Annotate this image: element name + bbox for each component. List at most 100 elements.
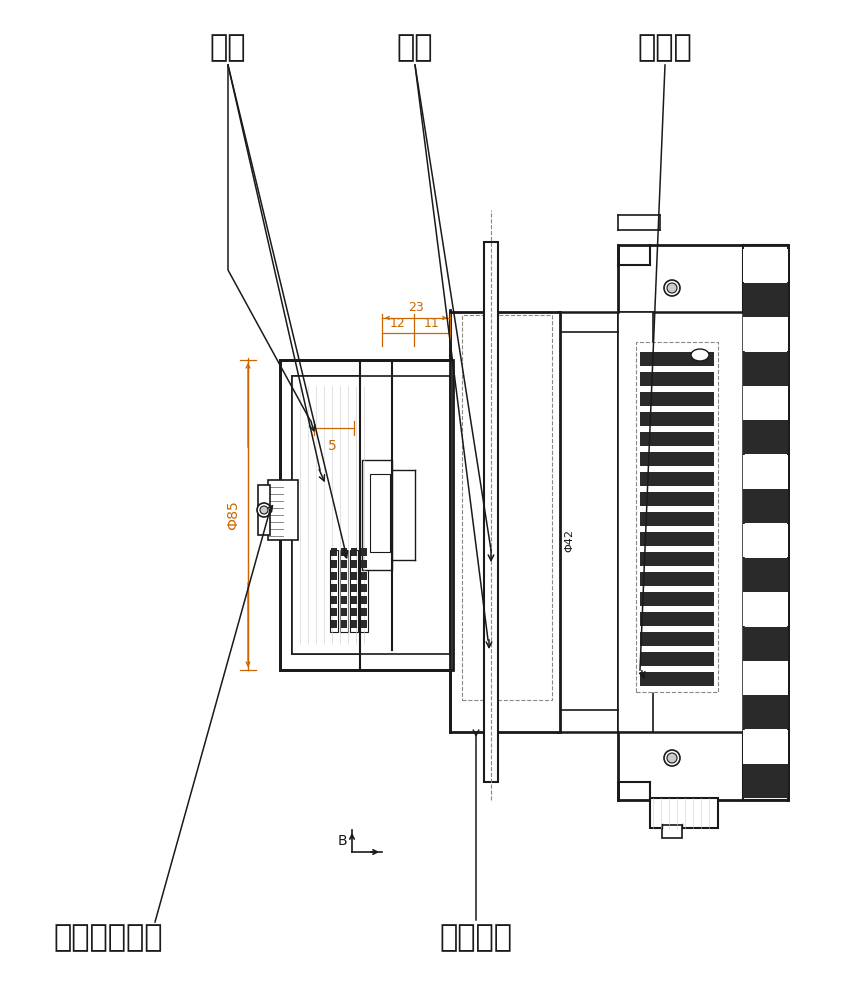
Bar — [661, 825, 681, 838]
Bar — [742, 695, 787, 729]
Bar — [341, 560, 347, 568]
Text: 11: 11 — [424, 317, 440, 330]
Bar — [330, 550, 338, 632]
Bar — [360, 560, 366, 568]
Bar — [742, 455, 787, 489]
Bar — [617, 245, 787, 800]
Bar — [742, 661, 787, 695]
Bar — [331, 560, 337, 568]
Bar — [639, 432, 713, 446]
Circle shape — [663, 750, 679, 766]
Bar — [339, 550, 348, 632]
Circle shape — [666, 753, 676, 763]
Bar — [349, 550, 358, 632]
Text: 23: 23 — [408, 301, 424, 314]
Bar — [268, 480, 298, 540]
Bar — [639, 606, 713, 612]
Text: 磁环压板: 磁环压板 — [439, 924, 512, 952]
Bar — [639, 492, 713, 506]
Bar — [639, 506, 713, 512]
Bar — [639, 572, 713, 586]
Bar — [742, 386, 787, 420]
Bar — [742, 489, 787, 523]
Bar — [639, 512, 713, 526]
Bar — [742, 627, 787, 660]
Bar — [331, 620, 337, 628]
Bar — [350, 572, 356, 580]
Bar — [279, 360, 452, 670]
Text: Ф85: Ф85 — [225, 500, 240, 530]
Bar — [617, 312, 742, 732]
Bar — [639, 652, 713, 666]
Bar — [742, 730, 787, 764]
Bar — [639, 552, 713, 566]
Bar — [742, 420, 787, 454]
Bar — [639, 632, 713, 646]
Bar — [639, 546, 713, 552]
Bar — [450, 312, 560, 732]
Bar — [350, 560, 356, 568]
Bar — [639, 446, 713, 452]
Bar — [742, 248, 787, 282]
Bar — [361, 460, 392, 570]
Bar — [350, 620, 356, 628]
Bar — [341, 596, 347, 604]
Bar — [341, 608, 347, 616]
Ellipse shape — [690, 349, 708, 361]
Text: 转轴: 转轴 — [397, 33, 433, 62]
Bar — [639, 392, 713, 406]
Bar — [649, 798, 717, 828]
Bar — [331, 584, 337, 592]
Bar — [341, 620, 347, 628]
Bar — [639, 646, 713, 652]
Bar — [331, 596, 337, 604]
Bar — [639, 486, 713, 492]
Bar — [360, 584, 366, 592]
Bar — [742, 283, 787, 317]
Bar — [639, 592, 713, 606]
Bar — [360, 596, 366, 604]
Bar — [639, 452, 713, 466]
Bar — [360, 550, 368, 632]
Bar — [742, 317, 787, 351]
Bar — [350, 596, 356, 604]
Bar — [639, 612, 713, 626]
Bar — [292, 376, 450, 654]
Bar — [257, 485, 270, 535]
Bar — [639, 346, 713, 352]
Text: 12: 12 — [390, 317, 405, 330]
Bar — [484, 242, 497, 782]
Bar — [639, 672, 713, 686]
Bar — [341, 572, 347, 580]
Text: 磁环: 磁环 — [209, 33, 246, 62]
Bar — [360, 548, 366, 556]
Bar — [360, 620, 366, 628]
Bar — [462, 315, 551, 700]
Bar — [742, 764, 787, 798]
Circle shape — [257, 503, 271, 517]
Text: B: B — [337, 834, 347, 848]
Bar — [639, 532, 713, 546]
Bar — [742, 524, 787, 557]
Text: 5: 5 — [327, 439, 336, 453]
Text: 磁环固定螺钉: 磁环固定螺钉 — [53, 924, 163, 952]
Bar — [639, 406, 713, 412]
Bar — [370, 474, 390, 552]
Bar — [742, 352, 787, 385]
Bar — [292, 376, 360, 654]
Bar — [742, 592, 787, 626]
Bar — [360, 608, 366, 616]
Bar — [639, 472, 713, 486]
Circle shape — [260, 506, 268, 514]
Bar — [331, 572, 337, 580]
Bar — [341, 584, 347, 592]
Bar — [639, 426, 713, 432]
Bar — [639, 626, 713, 632]
Bar — [742, 558, 787, 592]
Bar — [639, 352, 713, 366]
Bar — [636, 342, 717, 692]
Bar — [639, 666, 713, 672]
Bar — [639, 586, 713, 592]
Bar — [331, 608, 337, 616]
Bar — [639, 466, 713, 472]
